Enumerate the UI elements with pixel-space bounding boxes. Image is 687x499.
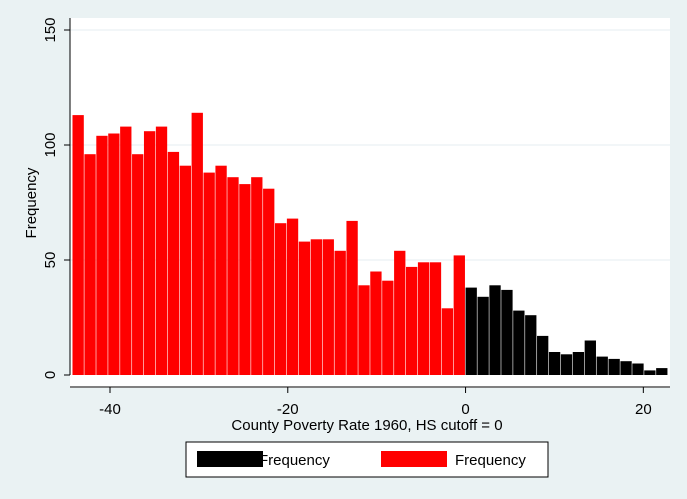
histogram-bar (453, 255, 465, 375)
histogram-bar (155, 126, 168, 375)
x-axis-title: County Poverty Rate 1960, HS cutoff = 0 (231, 417, 502, 434)
histogram-bar (429, 262, 442, 375)
histogram-bar (477, 296, 489, 375)
histogram-bar (465, 287, 477, 375)
histogram-bar (560, 354, 573, 375)
histogram-bar (370, 271, 382, 375)
histogram-bar (584, 340, 596, 375)
histogram-bar (596, 356, 608, 375)
histogram-bar (167, 151, 180, 375)
legend-swatch (197, 451, 263, 467)
y-tick-label: 0 (42, 371, 59, 379)
histogram-bar (274, 223, 287, 375)
axes: 0 50 100 150 -40 -20 0 20 (42, 17, 670, 418)
histogram-bar (191, 112, 203, 376)
histogram-bar (132, 154, 144, 375)
histogram-bar (84, 154, 96, 375)
histogram-bar (251, 177, 263, 375)
histogram-bar (179, 165, 191, 375)
histogram-bar (525, 315, 537, 375)
histogram-bar (358, 285, 370, 375)
histogram-bar (608, 358, 620, 375)
histogram-bar (656, 368, 668, 375)
x-tick-label: -20 (277, 401, 299, 418)
histogram-bar (548, 352, 561, 375)
histogram-bar (286, 218, 299, 375)
histogram-bar (239, 184, 251, 375)
histogram-bar (620, 361, 632, 375)
histogram-bar (382, 280, 394, 375)
histogram-bar (644, 370, 656, 375)
histogram-bar (406, 266, 418, 375)
histogram-bar (394, 250, 406, 375)
histogram-bar (501, 289, 513, 375)
legend-label: Frequency (259, 452, 330, 469)
histogram-bar (513, 310, 525, 375)
histogram-bar (441, 308, 454, 375)
y-tick-label: 50 (42, 252, 59, 269)
histogram-bar (489, 285, 501, 375)
histogram-bar (632, 363, 644, 375)
histogram-bar (572, 352, 585, 375)
legend-swatch (381, 451, 447, 467)
histogram-bar (227, 177, 239, 375)
histogram-bar (322, 239, 334, 375)
histogram-bar (215, 165, 227, 375)
histogram-bar (298, 241, 311, 375)
x-tick-label: 20 (635, 401, 652, 418)
histogram-bar (537, 335, 549, 375)
histogram-bar (310, 239, 323, 375)
histogram-bar (96, 135, 108, 375)
histogram-bar (108, 133, 120, 375)
histogram-bar (203, 172, 215, 375)
x-tick-label: 0 (461, 401, 469, 418)
histogram-bar (120, 126, 132, 375)
histogram-bar (143, 131, 156, 375)
y-axis-title: Frequency (23, 167, 40, 238)
histogram-bar (417, 262, 430, 375)
legend: Frequency Frequency (185, 441, 549, 478)
histogram-bar (72, 115, 84, 375)
histogram-bar (263, 188, 275, 375)
legend-label: Frequency (455, 452, 526, 469)
histogram-bar (334, 250, 346, 375)
y-tick-label: 100 (42, 132, 59, 157)
histogram-bars (72, 112, 668, 376)
histogram-bar (346, 220, 358, 375)
y-tick-label: 150 (42, 17, 59, 42)
x-tick-label: -40 (99, 401, 121, 418)
